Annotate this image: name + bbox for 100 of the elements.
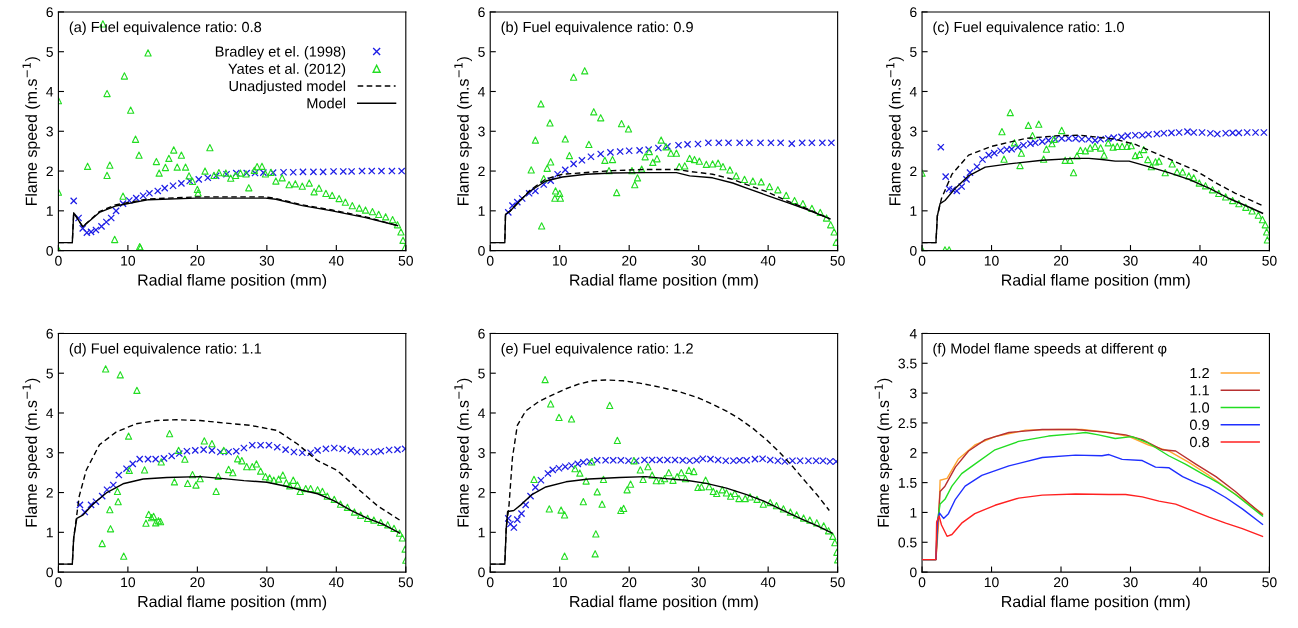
point xyxy=(83,228,91,237)
x-tick-label: 40 xyxy=(760,577,776,588)
legend-label: Model xyxy=(307,97,346,109)
x-tick-label: 50 xyxy=(830,577,845,588)
point xyxy=(537,476,545,484)
y-tick-label: 0 xyxy=(478,567,485,578)
x-tick-label: 40 xyxy=(1192,577,1208,588)
x-tick-label: 10 xyxy=(121,255,136,266)
line-series xyxy=(922,493,1264,561)
y-tick-label: 3 xyxy=(478,448,485,458)
x-tick-label: 0 xyxy=(55,255,62,266)
x-tick-label: 50 xyxy=(398,577,413,588)
point xyxy=(109,481,118,489)
point xyxy=(596,150,605,158)
y-tick-label: 3 xyxy=(46,448,53,458)
x-tick-label: 40 xyxy=(1192,255,1208,266)
point xyxy=(587,152,595,161)
x-axis-title: Radial flame position (mm) xyxy=(138,273,327,289)
y-tick-label: 3 xyxy=(909,388,917,399)
y-tick-label: 4 xyxy=(909,86,917,97)
y-tick-label: 2 xyxy=(46,487,53,498)
y-tick-label: 6 xyxy=(478,7,485,18)
point xyxy=(788,139,796,148)
y-tick-label: 0 xyxy=(46,245,54,256)
point xyxy=(704,139,713,147)
y-tick-label: 0 xyxy=(910,245,917,256)
legend-label: Yates et al. (2012) xyxy=(228,63,346,77)
y-axis-title: Flame speed (m.s$^{−1}$) xyxy=(874,378,893,527)
x-tick-label: 0 xyxy=(918,255,926,266)
point xyxy=(97,222,106,231)
x-tick-label: 0 xyxy=(486,577,494,588)
y-tick-label: 6 xyxy=(46,7,53,18)
x-tick-label: 40 xyxy=(328,577,344,588)
x-tick-label: 30 xyxy=(1123,255,1138,266)
x-tick-label: 20 xyxy=(190,255,205,266)
x-tick-label: 30 xyxy=(1123,577,1138,588)
y-tick-label: 4 xyxy=(46,408,54,419)
point xyxy=(569,160,578,168)
legend-label: 1.0 xyxy=(1190,402,1210,413)
x-tick-label: 40 xyxy=(760,255,776,266)
point xyxy=(544,469,552,478)
x-tick-label: 50 xyxy=(1262,577,1277,588)
y-tick-label: 0 xyxy=(46,567,54,578)
x-tick-label: 30 xyxy=(259,577,275,588)
x-tick-label: 10 xyxy=(553,255,567,266)
x-tick-label: 20 xyxy=(622,255,637,266)
y-tick-label: 5 xyxy=(478,368,485,379)
y-tick-label: 3 xyxy=(478,126,485,137)
point xyxy=(745,139,754,147)
x-tick-label: 50 xyxy=(398,255,413,266)
x-tick-label: 40 xyxy=(328,255,344,266)
y-tick-label: 4 xyxy=(46,86,54,97)
y-tick-label: 4 xyxy=(477,86,485,97)
y-tick-label: 3.5 xyxy=(898,358,917,369)
point xyxy=(279,168,288,176)
text: (c) Fuel equivalence ratio: 1.0 xyxy=(933,21,1125,36)
point xyxy=(112,207,120,215)
point xyxy=(735,139,744,147)
x-axis-title: Radial flame position (mm) xyxy=(1002,273,1190,289)
legend-label: Unadjusted model xyxy=(229,80,346,95)
y-axis-title: Flame speed (m.s$^{−1}$) xyxy=(454,378,472,527)
y-tick-label: 0 xyxy=(478,245,485,256)
y-tick-label: 5 xyxy=(478,47,485,57)
y-tick-label: 4 xyxy=(909,328,917,339)
y-axis-title: Flame speed (m.s$^{−1}$) xyxy=(886,57,904,206)
legend-label: 0.9 xyxy=(1189,419,1209,430)
x-tick-label: 10 xyxy=(984,255,999,266)
x-tick-label: 20 xyxy=(190,577,205,588)
point xyxy=(368,167,376,175)
x-tick-label: 50 xyxy=(1262,255,1277,266)
point xyxy=(510,523,518,532)
y-tick-label: 6 xyxy=(478,328,485,339)
x-tick-label: 30 xyxy=(691,255,706,266)
legend-label: 1.2 xyxy=(1190,367,1209,379)
y-tick-label: 4 xyxy=(477,408,485,419)
point xyxy=(129,460,137,468)
y-axis-title: Flame speed (m.s$^{−1}$) xyxy=(22,57,41,206)
text: (a) Fuel equivalence ratio: 0.8 xyxy=(69,21,262,36)
y-tick-label: 2 xyxy=(910,166,917,177)
text: (b) Fuel equivalence ratio: 0.9 xyxy=(501,21,693,36)
text: (e) Fuel equivalence ratio: 1.2 xyxy=(501,342,693,357)
y-tick-label: 5 xyxy=(46,368,53,379)
x-tick-label: 20 xyxy=(1053,255,1069,266)
y-tick-label: 1.5 xyxy=(898,478,917,488)
y-tick-label: 2 xyxy=(910,448,917,458)
y-tick-label: 0 xyxy=(910,567,917,578)
y-tick-label: 5 xyxy=(46,47,53,57)
point xyxy=(103,486,111,494)
x-tick-label: 0 xyxy=(55,577,62,588)
y-tick-label: 2 xyxy=(478,487,485,498)
point xyxy=(966,168,974,177)
x-axis-title: Radial flame position (mm) xyxy=(570,595,758,611)
x-tick-label: 30 xyxy=(691,577,706,588)
y-tick-label: 1 xyxy=(46,527,53,538)
x-tick-label: 50 xyxy=(830,255,845,266)
point xyxy=(309,168,318,176)
legend-label: Bradley et el. (1998) xyxy=(215,46,346,60)
point xyxy=(756,139,765,147)
y-tick-label: 3 xyxy=(46,126,53,137)
point xyxy=(107,214,115,222)
